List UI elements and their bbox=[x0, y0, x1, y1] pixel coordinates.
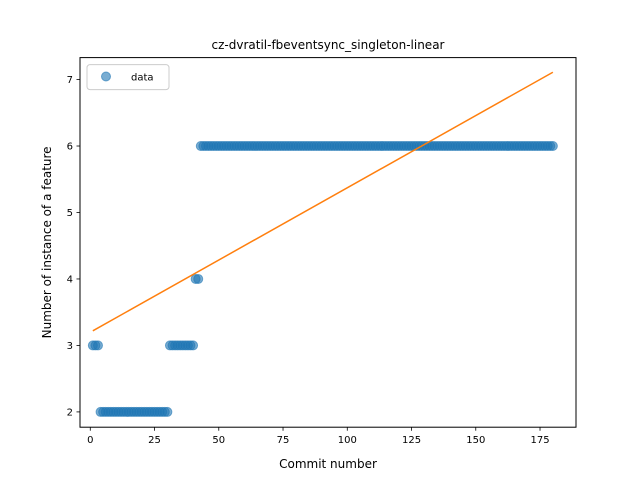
legend-box bbox=[86, 64, 170, 91]
y-tick-label: 5 bbox=[67, 208, 73, 219]
y-tick-label: 7 bbox=[67, 75, 73, 86]
y-tick-label: 2 bbox=[67, 408, 73, 419]
data-point bbox=[188, 340, 199, 351]
y-axis-label: Number of instance of a feature bbox=[40, 146, 54, 338]
legend-marker bbox=[101, 71, 111, 82]
x-tick-label: 0 bbox=[87, 435, 93, 446]
x-tick-label: 50 bbox=[212, 435, 225, 446]
y-tick-label: 6 bbox=[67, 142, 73, 153]
x-tick-label: 25 bbox=[148, 435, 161, 446]
chart-title: cz-dvratil-fbeventsync_singleton-linear bbox=[212, 38, 445, 52]
x-tick-label: 125 bbox=[402, 435, 421, 446]
fit-line bbox=[92, 71, 554, 332]
y-tick-label: 4 bbox=[67, 275, 73, 286]
data-point bbox=[547, 141, 558, 152]
x-tick-label: 150 bbox=[466, 435, 485, 446]
data-point bbox=[193, 273, 204, 284]
x-tick-label: 100 bbox=[338, 435, 357, 446]
plot-area bbox=[87, 71, 558, 417]
axis-ticks: 0 25 50 75 100 125 150 175 2 3 4 5 6 7 bbox=[67, 75, 550, 446]
y-tick-label: 3 bbox=[67, 341, 73, 352]
data-point bbox=[92, 340, 103, 351]
axes-frame bbox=[79, 57, 577, 428]
legend-label-data: data bbox=[131, 73, 154, 84]
legend: data bbox=[86, 64, 170, 91]
x-tick-label: 175 bbox=[530, 435, 549, 446]
x-axis-label: Commit number bbox=[279, 457, 377, 471]
x-tick-label: 75 bbox=[277, 435, 290, 446]
data-point bbox=[162, 406, 173, 417]
